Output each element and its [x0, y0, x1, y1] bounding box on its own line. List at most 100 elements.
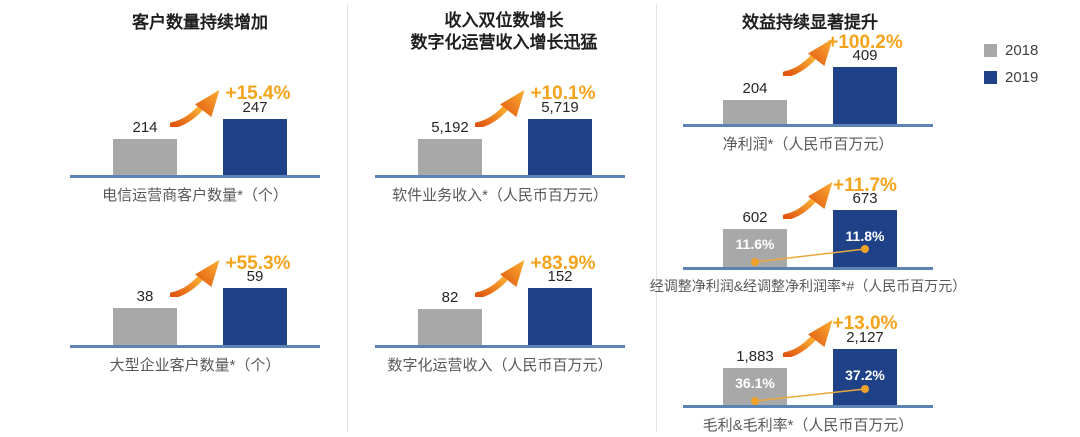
bar-2018-group: 5,192 [418, 119, 482, 175]
growth-arrow-icon [475, 259, 525, 297]
bar-value-label: 5,719 [541, 99, 579, 116]
bar-2018-group: 1,883 36.1% [723, 348, 787, 405]
rate-label-2019: 37.2% [845, 367, 885, 383]
bar-2018 [418, 139, 482, 175]
bar-2018-group: 602 11.6% [723, 209, 787, 267]
axis-baseline [683, 267, 933, 270]
column-divider [656, 4, 657, 432]
section-title-revenue: 收入双位数增长 数字化运营收入增长迅猛 [358, 10, 650, 54]
axis-baseline [70, 345, 320, 348]
bar-2019 [223, 288, 287, 345]
bar-2019-group: 247 [223, 99, 287, 175]
section-title-line: 客户数量持续增加 [132, 13, 268, 32]
section-title-profit: 效益持续显著提升 [665, 12, 955, 34]
legend: 2018 2019 [984, 42, 1038, 96]
bar-2019-group: 673 11.8% [833, 190, 897, 267]
bar-value-label: 38 [136, 288, 154, 305]
legend-item-2019: 2019 [984, 69, 1038, 86]
bar-value-label: 602 [742, 209, 768, 226]
bar-value-label: 59 [246, 268, 264, 285]
plot-area: +13.0% 1,883 36.1% 2,127 37.2% [683, 313, 933, 408]
bar-2018: 11.6% [723, 229, 787, 267]
growth-arrow-icon [170, 89, 220, 127]
plot-area: +15.4% 214 247 [70, 83, 320, 178]
x-axis-label: 经调整净利润&经调整净利润率*#（人民币百万元） [649, 278, 967, 294]
chart-adjusted-net-profit: +11.7% 602 11.6% 673 11.8% 经调整净利润&经调整净利润… [650, 175, 967, 296]
bar-value-label: 409 [852, 47, 878, 64]
axis-baseline [683, 124, 933, 127]
bar-2018-group: 214 [113, 119, 177, 175]
rate-label-2018: 11.6% [735, 236, 775, 252]
growth-arrow-icon [170, 259, 220, 297]
legend-swatch-2019 [984, 71, 997, 84]
x-axis-label: 净利润*（人民币百万元） [722, 136, 894, 153]
plot-area: +10.1% 5,192 5,719 [375, 83, 625, 178]
bar-2019 [528, 288, 592, 345]
bar-2019 [528, 119, 592, 175]
axis-baseline [375, 175, 625, 178]
chart-large-enterprise-customers: +55.3% 38 59 大型企业客户数量*（个） [70, 253, 320, 375]
plot-area: +11.7% 602 11.6% 673 11.8% [683, 175, 933, 270]
bar-2018 [723, 100, 787, 124]
chart-telecom-operator-customers: +15.4% 214 247 电信运营商客户数量*（个） [70, 83, 320, 205]
chart-software-revenue: +10.1% 5,192 5,719 软件业务收入*（人民币百万元） [375, 83, 625, 205]
bar-2019-group: 59 [223, 268, 287, 345]
growth-percent-label: +100.2% [827, 32, 903, 53]
section-title-line: 收入双位数增长 [444, 11, 564, 30]
growth-arrow-icon [783, 319, 833, 357]
bar-2019 [833, 67, 897, 124]
bar-2019-group: 409 [833, 47, 897, 124]
axis-baseline [375, 345, 625, 348]
bar-value-label: 673 [852, 190, 878, 207]
bar-2018 [113, 139, 177, 175]
bar-2018: 36.1% [723, 368, 787, 405]
plot-area: +55.3% 38 59 [70, 253, 320, 348]
bar-value-label: 82 [441, 289, 459, 306]
bar-value-label: 247 [242, 99, 268, 116]
rate-label-2018: 36.1% [735, 375, 775, 391]
bar-2018 [113, 308, 177, 345]
x-axis-label: 毛利&毛利率*（人民币百万元） [702, 417, 914, 434]
bar-value-label: 2,127 [846, 329, 884, 346]
rate-label-2019: 11.8% [845, 228, 885, 244]
bar-2019-group: 2,127 37.2% [833, 329, 897, 405]
legend-item-2018: 2018 [984, 42, 1038, 59]
growth-percent-label: +10.1% [530, 83, 596, 104]
legend-label: 2018 [1005, 42, 1039, 59]
bar-2019: 37.2% [833, 349, 897, 405]
bar-2019: 11.8% [833, 210, 897, 267]
bar-2018 [418, 309, 482, 345]
bar-value-label: 152 [547, 268, 573, 285]
bar-2019-group: 5,719 [528, 99, 592, 175]
bar-2019 [223, 119, 287, 175]
growth-arrow-icon [475, 89, 525, 127]
axis-baseline [70, 175, 320, 178]
growth-percent-label: +15.4% [225, 83, 291, 104]
growth-percent-label: +11.7% [833, 175, 897, 196]
bar-2018-group: 204 [723, 80, 787, 124]
chart-gross-profit: +13.0% 1,883 36.1% 2,127 37.2% 毛利&毛利率*（人… [683, 313, 933, 435]
legend-label: 2019 [1005, 69, 1039, 86]
x-axis-label: 电信运营商客户数量*（个） [102, 187, 288, 204]
x-axis-label: 大型企业客户数量*（个） [109, 357, 281, 374]
x-axis-label: 软件业务收入*（人民币百万元） [392, 187, 608, 204]
bar-2018-group: 82 [418, 289, 482, 345]
plot-area: +100.2% 204 409 [683, 32, 933, 127]
x-axis-label: 数字化运营收入（人民币百万元） [387, 357, 613, 374]
growth-arrow-icon [783, 38, 833, 76]
section-title-line: 数字化运营收入增长迅猛 [410, 33, 598, 52]
bar-value-label: 204 [742, 80, 768, 97]
growth-percent-label: +83.9% [530, 253, 596, 274]
chart-net-profit: +100.2% 204 409 净利润*（人民币百万元） [683, 32, 933, 154]
bar-value-label: 5,192 [431, 119, 469, 136]
bar-value-label: 214 [132, 119, 158, 136]
growth-percent-label: +55.3% [225, 253, 291, 274]
section-title-customers: 客户数量持续增加 [60, 12, 340, 34]
growth-percent-label: +13.0% [832, 313, 898, 334]
bar-2018-group: 38 [113, 288, 177, 345]
legend-swatch-2018 [984, 44, 997, 57]
chart-digital-operation-revenue: +83.9% 82 152 数字化运营收入（人民币百万元） [375, 253, 625, 375]
growth-arrow-icon [783, 181, 833, 219]
section-title-line: 效益持续显著提升 [742, 13, 878, 32]
